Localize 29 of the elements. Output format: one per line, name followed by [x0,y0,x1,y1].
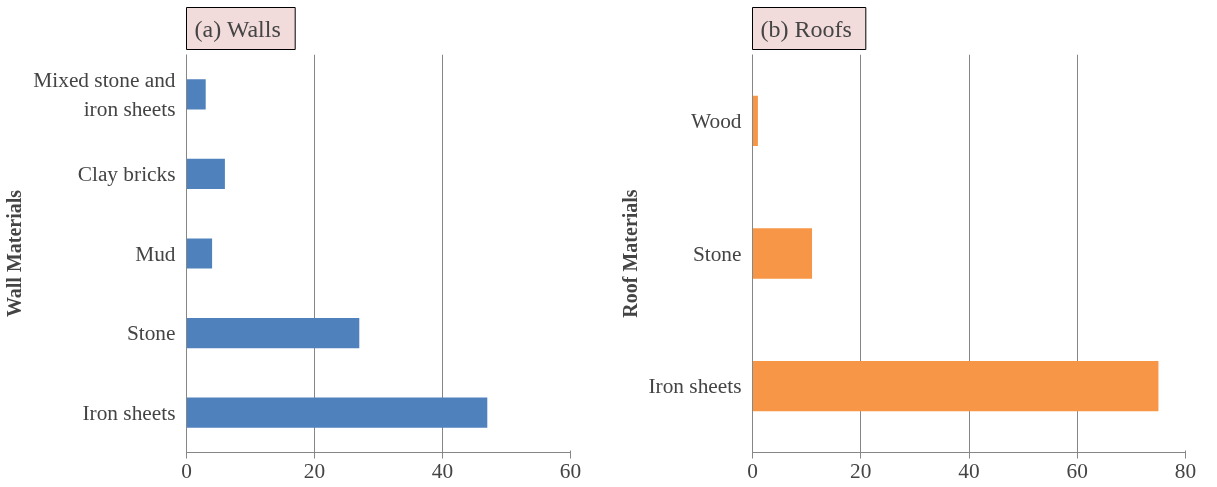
x-tick-label: 20 [303,458,326,483]
y-axis-title: Roof Materials [618,189,641,318]
bar [186,79,206,110]
bar [186,397,488,428]
x-tick-label: 60 [559,458,582,483]
bar [752,95,758,147]
y-tick-label: Wood [691,108,742,133]
x-tick-label: 60 [1066,458,1088,483]
bar [752,360,1159,412]
x-tick-label: 20 [850,458,872,483]
y-tick-label: Stone [692,241,742,266]
y-tick-label: Clay bricks [77,161,176,186]
x-tick-label: 80 [1174,458,1197,483]
chart-title: (b) Roofs [760,15,852,42]
y-axis-title: Wall Materials [3,189,26,318]
x-tick-label: 0 [747,458,758,483]
bar [186,317,360,349]
bar [186,158,225,190]
x-tick-label: 0 [181,458,192,483]
chart-title: (a) Walls [194,15,281,42]
bar [186,238,213,269]
y-tick-label: Stone [126,321,176,346]
x-tick-label: 40 [958,458,980,483]
x-tick-label: 40 [431,458,454,483]
bar [752,228,813,279]
y-tick-label: Iron sheets [82,400,176,425]
y-tick-label: Mud [135,241,176,266]
y-tick-label: Mixed stone and iron sheets [33,67,176,121]
y-tick-label: Iron sheets [648,374,742,399]
